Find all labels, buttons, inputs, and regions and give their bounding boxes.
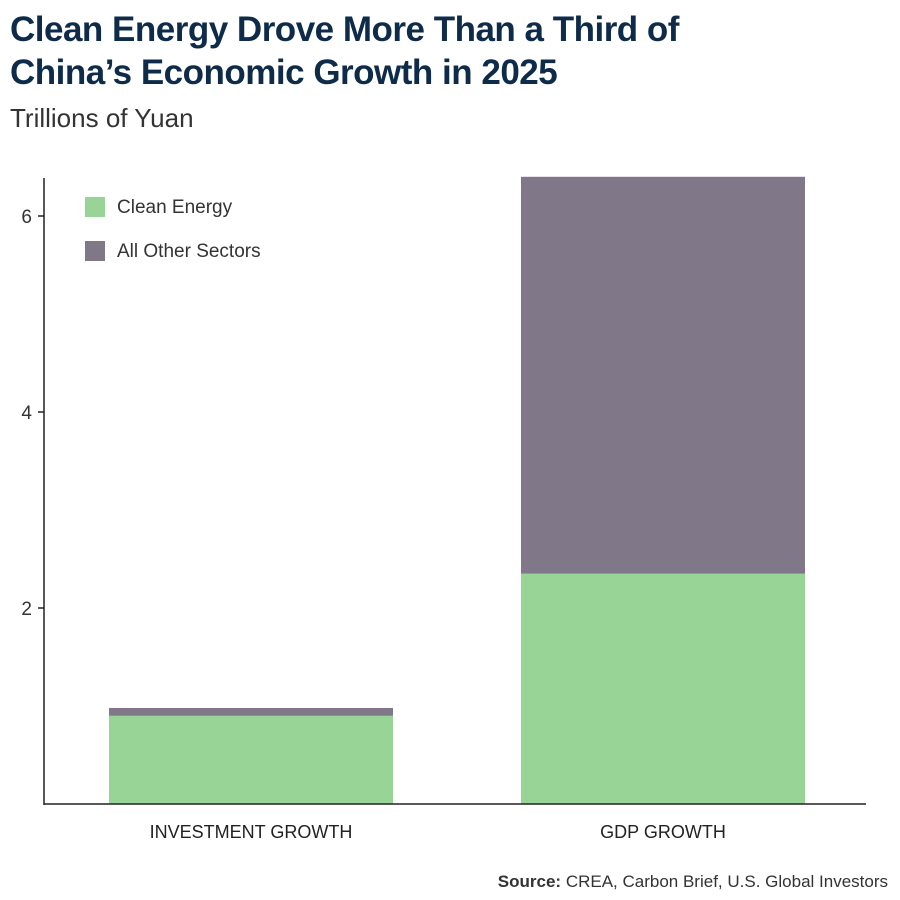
source-note: Source: CREA, Carbon Brief, U.S. Global … [498,872,888,892]
x-category-label-1: GDP GROWTH [600,822,726,842]
y-tick-label-4: 4 [21,403,32,424]
legend: Clean Energy All Other Sectors [85,197,261,262]
chart-title-line1: Clean Energy Drove More Than a Third of [10,10,679,49]
bars-layer [109,176,805,804]
y-ticks-layer: 2 4 6 [21,207,44,620]
legend-label-all-other-sectors: All Other Sectors [117,241,261,262]
legend-swatch-clean-energy [85,197,105,217]
y-tick-label-6: 6 [21,207,32,228]
legend-label-clean-energy: Clean Energy [117,197,233,218]
chart-title: Clean Energy Drove More Than a Third of … [10,8,890,94]
source-label: Source: [497,872,562,891]
chart-plot: 2 4 6 INVESTMENT GROWTH GDP GROWTH Clean En… [21,176,866,842]
x-labels-layer: INVESTMENT GROWTH GDP GROWTH [150,822,726,842]
x-category-label-0: INVESTMENT GROWTH [150,822,353,842]
chart-title-line2: China’s Economic Growth in 2025 [10,53,558,92]
bar-gdp-growth-clean-energy [521,573,805,804]
bar-gdp-growth-all-other-sectors [521,176,805,574]
y-tick-label-2: 2 [21,599,32,620]
chart-subtitle: Trillions of Yuan [10,103,194,133]
bar-investment-growth-all-other-sectors [109,707,393,716]
bar-investment-growth-clean-energy [109,715,393,804]
source-text: CREA, Carbon Brief, U.S. Global Investor… [565,872,888,891]
legend-swatch-all-other-sectors [85,241,105,261]
